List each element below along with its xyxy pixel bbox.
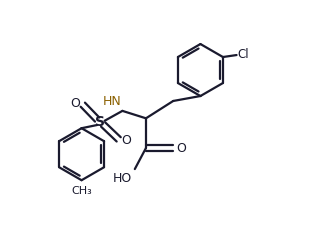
Text: HO: HO bbox=[113, 172, 132, 185]
Text: HN: HN bbox=[103, 95, 121, 108]
Text: O: O bbox=[70, 97, 80, 110]
Text: Cl: Cl bbox=[237, 48, 249, 61]
Text: S: S bbox=[95, 115, 105, 129]
Text: O: O bbox=[176, 141, 186, 155]
Text: CH₃: CH₃ bbox=[71, 187, 92, 196]
Text: O: O bbox=[121, 134, 131, 147]
